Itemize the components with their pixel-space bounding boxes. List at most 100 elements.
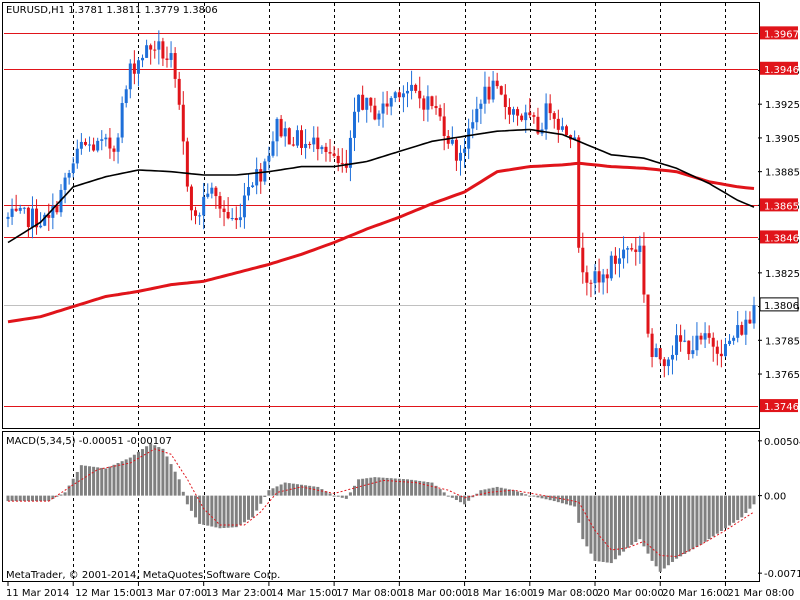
candle-body [740, 325, 744, 335]
macd-histogram-bar [214, 495, 218, 528]
macd-histogram-bar [194, 495, 198, 518]
macd-histogram-bar [410, 479, 414, 496]
candle-body [55, 206, 59, 213]
macd-histogram-bar [573, 495, 577, 507]
macd-histogram-bar [662, 495, 666, 569]
macd-histogram-bar [687, 495, 691, 552]
candle-body [10, 208, 14, 217]
candle-body [332, 153, 336, 156]
macd-histogram-bar [389, 478, 393, 496]
candle-body [556, 118, 560, 130]
macd-histogram-bar [613, 495, 617, 560]
macd-histogram-bar [585, 495, 589, 547]
candle-body [377, 113, 381, 120]
macd-histogram-bar [450, 495, 454, 498]
candle-body [544, 103, 548, 130]
macd-histogram-bar [92, 466, 96, 496]
price-axis: 1.39451.39251.39051.38851.38651.38451.38… [758, 26, 800, 413]
candle-body [552, 113, 556, 119]
macd-histogram-bar [446, 495, 450, 497]
macd-histogram-bar [344, 495, 348, 499]
candle-body [601, 274, 605, 283]
candle-body [401, 93, 405, 98]
time-tick-label: 17 Mar 08:00 [336, 588, 403, 599]
candle-body [22, 207, 26, 209]
candle-body [511, 109, 515, 115]
candle-body [177, 78, 181, 105]
macd-pane-frame [2, 431, 760, 582]
candle-body [699, 335, 703, 340]
macd-histogram-bar [161, 448, 165, 496]
macd-histogram-bar [10, 495, 14, 502]
macd-histogram-bar [120, 461, 124, 496]
candle-body [214, 187, 218, 197]
macd-histogram-bar [75, 471, 79, 496]
candle-body [642, 245, 646, 295]
candle-body [100, 139, 104, 141]
macd-histogram-bar [679, 495, 683, 557]
time-tick-label: 20 Mar 16:00 [662, 588, 729, 599]
candle-body [430, 96, 434, 107]
candle-body [626, 248, 630, 250]
candle-body [353, 111, 357, 138]
macd-histogram-bar [422, 481, 426, 496]
macd-histogram-bar [666, 495, 670, 566]
macd-histogram-bar [112, 464, 116, 496]
macd-histogram-bar [308, 485, 312, 496]
candle-body [202, 196, 206, 216]
candle-body [622, 249, 626, 259]
candle-body [581, 247, 585, 273]
macd-histogram-bar [279, 484, 283, 496]
macd-histogram-bar [707, 495, 711, 540]
macd-histogram-bar [418, 480, 422, 496]
candle-body [51, 206, 55, 218]
macd-histogram-bar [675, 495, 679, 559]
candle-body [397, 92, 401, 98]
candle-body [255, 169, 259, 186]
price-level-tag [760, 230, 798, 244]
macd-histogram-bar [88, 466, 92, 496]
candle-body [560, 126, 564, 130]
candle-body [752, 305, 756, 324]
macd-histogram-bar [14, 495, 18, 502]
candle-body [548, 103, 552, 114]
macd-histogram-bar [626, 495, 630, 548]
candle-body [185, 141, 189, 187]
macd-histogram-bar [271, 488, 275, 496]
candle-body [463, 148, 467, 153]
macd-histogram-bar [324, 491, 328, 496]
macd-histogram-bar [719, 495, 723, 531]
macd-histogram-bar [230, 495, 234, 528]
candle-body [675, 335, 679, 355]
macd-histogram-bar [116, 462, 120, 496]
macd-histogram-bar [291, 483, 295, 496]
candle-body [161, 41, 165, 59]
candle-body [43, 214, 47, 226]
candle-body [703, 333, 707, 340]
macd-histogram-bar [544, 495, 548, 500]
price-level-label: 1.3746 [764, 402, 799, 413]
candle-body [536, 116, 540, 134]
candle-body [483, 86, 487, 104]
macd-histogram-bar [251, 495, 255, 518]
candle-body [589, 282, 593, 284]
candle-body [454, 139, 458, 161]
macd-axis: 0.00504 0.00 -0.00713 [758, 437, 800, 580]
candle-body [128, 63, 132, 90]
candle-body [748, 319, 752, 324]
candle-body [226, 211, 230, 219]
candle-body [666, 359, 670, 367]
macd-histogram-bar [646, 495, 650, 554]
candle-body [422, 98, 426, 110]
macd-histogram-bar [630, 495, 634, 545]
macd-histogram-bar [181, 491, 185, 496]
macd-histogram-bar [153, 445, 157, 496]
candle-body [259, 169, 263, 182]
macd-histogram-bar [634, 495, 638, 543]
macd-histogram-bar [328, 493, 332, 496]
macd-tick-label: -0.00713 [764, 569, 800, 580]
macd-histogram-bar [711, 495, 715, 537]
macd-histogram-bar [295, 484, 299, 496]
candle-body [316, 137, 320, 150]
